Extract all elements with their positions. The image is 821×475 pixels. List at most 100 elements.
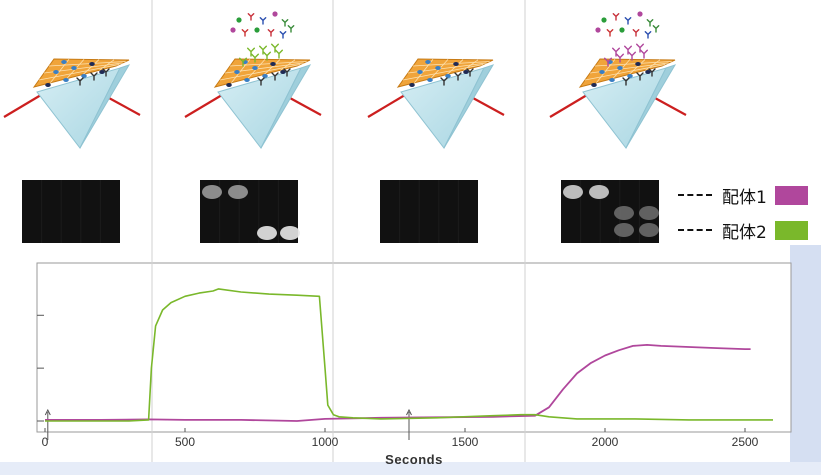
x-tick-label: 0	[42, 435, 49, 449]
gel-band	[257, 226, 277, 240]
chip-spot	[409, 83, 415, 87]
antibody-mark	[636, 72, 644, 81]
right-frame-bar	[790, 245, 821, 475]
gel-image-ligand-1-binding	[561, 180, 659, 243]
analyte-molecule	[254, 27, 260, 33]
chip-spot	[463, 70, 469, 74]
chip-spot	[252, 66, 258, 70]
antibody-mark	[247, 47, 255, 57]
antibody-mark	[648, 68, 656, 77]
legend-item-ligand-1: 配体1	[678, 184, 808, 208]
x-tick-label: 2000	[592, 435, 619, 449]
chip-spot	[244, 78, 250, 82]
gel-image-baseline	[22, 180, 120, 243]
incident-light-beam	[549, 91, 593, 118]
chip-spot	[53, 70, 59, 74]
antibody-mark	[275, 49, 283, 59]
gel-band	[589, 185, 609, 199]
chip-spot	[645, 70, 651, 74]
antibody-mark	[90, 72, 98, 81]
bottom-frame-bar	[0, 462, 821, 475]
antibody-mark	[624, 45, 632, 55]
illustration-ligand-2-binding	[184, 11, 322, 149]
gel-background	[380, 180, 478, 243]
analyte-molecule	[601, 17, 607, 23]
antibody-mark	[281, 19, 289, 27]
chip-grid-line	[402, 64, 484, 81]
antibody-mark	[102, 68, 110, 77]
legend-dash	[678, 229, 712, 231]
antibody-mark	[259, 17, 267, 25]
antibody-mark	[624, 17, 632, 25]
analyte-molecule	[272, 11, 278, 17]
antibody-mark	[251, 53, 259, 63]
antibody-mark	[636, 43, 644, 53]
antibody-mark	[632, 29, 640, 37]
antibody-mark	[283, 68, 291, 77]
gel-background	[22, 180, 120, 243]
chip-spot	[445, 74, 451, 78]
y-ticks	[37, 314, 44, 422]
antibody-mark	[257, 77, 265, 86]
gel-band	[228, 185, 248, 199]
analyte-molecule	[637, 11, 643, 17]
gel-image-baseline-2	[380, 180, 478, 243]
series-line-ligand-2	[45, 288, 773, 422]
gel-band	[280, 226, 300, 240]
illustration-baseline	[3, 58, 141, 149]
chip-spot	[435, 66, 441, 70]
plot-frame	[36, 262, 792, 433]
gel-band	[639, 223, 659, 237]
chip-spot	[262, 74, 268, 78]
chip-spot	[63, 78, 69, 82]
antibody-mark	[259, 45, 267, 55]
chip-spot	[226, 83, 232, 87]
x-tick-label: 1500	[452, 435, 479, 449]
antibody-mark	[241, 29, 249, 37]
legend-swatch-ligand-1	[774, 185, 808, 205]
antibody-mark	[279, 31, 287, 39]
antibody-mark	[239, 57, 247, 67]
antibody-mark	[263, 51, 271, 61]
injection-marker-arrow	[44, 408, 51, 416]
x-tick-label: 500	[175, 435, 195, 449]
chip-spot	[81, 74, 87, 78]
chip-spot	[599, 70, 605, 74]
antibody-mark	[612, 13, 620, 21]
legend-label-ligand-2: 配体2	[722, 222, 767, 243]
chip-grid-line	[38, 64, 120, 81]
incident-light-beam	[367, 91, 411, 118]
antibody-mark	[267, 29, 275, 37]
antibody-mark	[644, 31, 652, 39]
gel-image-ligand-2-binding	[200, 180, 300, 243]
analyte-molecule	[595, 27, 601, 33]
chip-spot	[609, 78, 615, 82]
prism-right-face	[625, 64, 677, 149]
legend-dash	[678, 194, 712, 196]
gel-band	[563, 185, 583, 199]
antibody-mark	[604, 57, 612, 67]
chip-spot	[591, 83, 597, 87]
chip-spot	[425, 60, 431, 64]
analyte-molecule	[236, 17, 242, 23]
chip-spot	[71, 66, 77, 70]
gel-band	[639, 206, 659, 220]
gel-band	[614, 223, 634, 237]
antibody-mark	[440, 77, 448, 86]
chip-spot	[617, 66, 623, 70]
antibody-mark	[652, 25, 660, 33]
antibody-mark	[271, 72, 279, 81]
chip-grid-line	[48, 61, 126, 67]
antibody-mark	[466, 68, 474, 77]
gel-images	[22, 180, 659, 243]
chip-grid-line	[219, 64, 301, 81]
antibody-mark	[271, 43, 279, 53]
x-ticks: 0 500 1000 1500 2000 2500	[42, 408, 759, 449]
chip-spot	[270, 62, 276, 66]
antibody-mark	[612, 47, 620, 57]
prism-right-face	[260, 64, 312, 149]
chip-spot	[627, 74, 633, 78]
antibody-mark	[622, 77, 630, 86]
antibody-mark	[646, 19, 654, 27]
